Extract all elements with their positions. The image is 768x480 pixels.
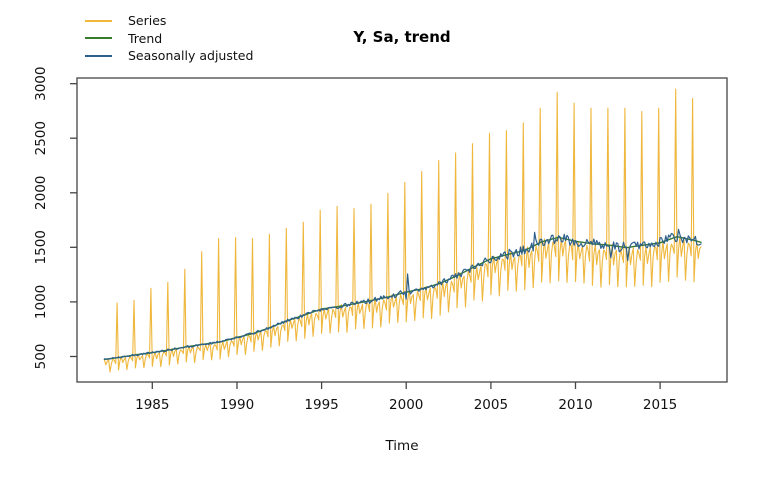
legend-label-series: Series: [128, 13, 167, 29]
series-line: [103, 88, 702, 373]
x-tick-label: 1995: [304, 397, 338, 413]
seasonally-adjusted-line-swatch: [85, 54, 112, 57]
legend: Series Trend Seasonally adjusted: [85, 12, 253, 65]
tick-labels: 1985 1990 1995 2000 2005 2010 2015 500 1000 1500 2…: [33, 67, 677, 413]
legend-item-trend: Trend: [85, 30, 253, 48]
y-tick-label: 500: [33, 344, 49, 370]
plot-box: [76, 77, 728, 383]
x-tick-label: 2000: [389, 397, 423, 413]
series-line-swatch: [85, 19, 112, 22]
y-tick-label: 1000: [33, 285, 49, 319]
seasonally-adjusted-line: [103, 228, 702, 360]
legend-label-trend: Trend: [128, 30, 163, 46]
data-lines: [103, 88, 702, 373]
x-axis-title: Time: [385, 438, 419, 454]
legend-item-series: Series: [85, 12, 253, 30]
x-tick-label: 2015: [643, 397, 677, 413]
y-tick-label: 3000: [33, 67, 49, 101]
x-tick-label: 1990: [220, 397, 254, 413]
trend-line-swatch: [85, 37, 112, 40]
x-tick-label: 2005: [474, 397, 508, 413]
legend-label-seasonally-adjusted: Seasonally adjusted: [128, 48, 254, 64]
x-tick-label: 1985: [135, 397, 169, 413]
x-tick-label: 2010: [558, 397, 592, 413]
y-tick-label: 2500: [33, 121, 49, 155]
y-tick-label: 1500: [33, 230, 49, 264]
legend-item-seasonally-adjusted: Seasonally adjusted: [85, 47, 253, 65]
axes: [70, 77, 728, 389]
chart-title: Y, Sa, trend: [353, 28, 451, 46]
y-tick-label: 2000: [33, 176, 49, 210]
